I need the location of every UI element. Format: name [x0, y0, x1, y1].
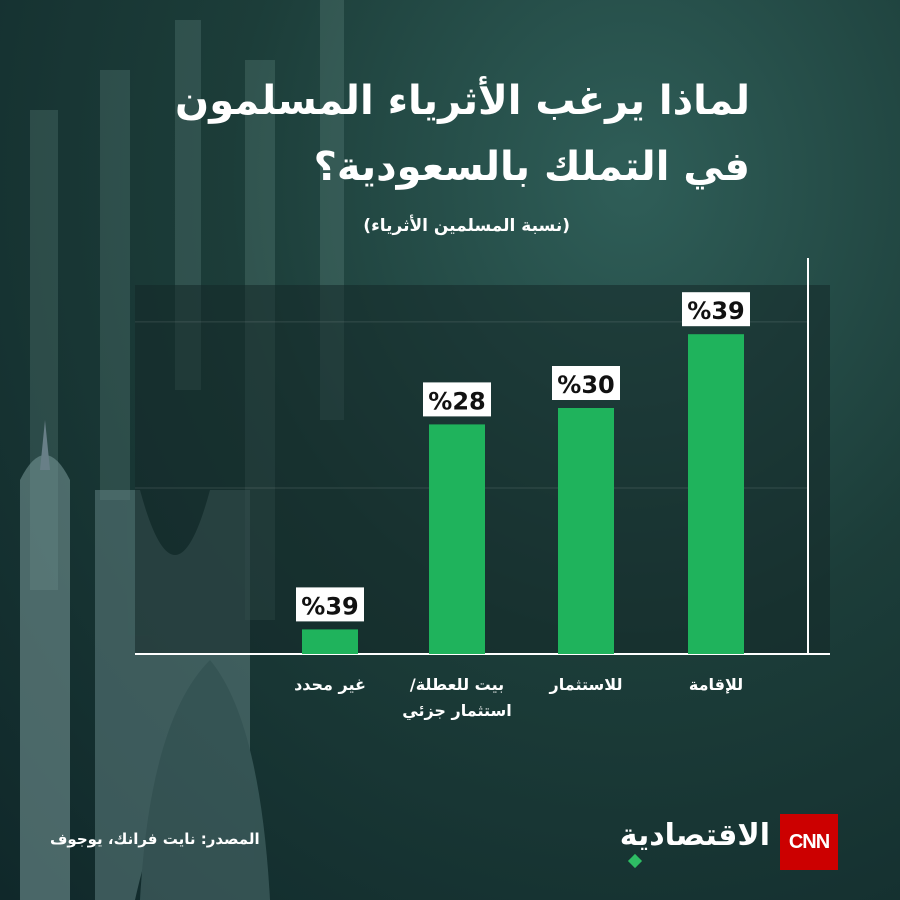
source-note: المصدر: نايت فرانك، يوجوف [50, 830, 260, 848]
cnn-logo: CNN [780, 814, 838, 870]
data-label-box [682, 292, 750, 327]
bar [429, 424, 485, 654]
title-line-1: لماذا يرغب الأثرياء المسلمون [175, 78, 750, 124]
chart-title: لماذا يرغب الأثرياء المسلمون في التملك ب… [50, 68, 750, 200]
data-label: %39 [687, 297, 744, 325]
bar [558, 408, 614, 654]
data-label-box [296, 587, 364, 622]
data-label-box [552, 366, 620, 400]
category-label: بيت للعطلة/ [410, 675, 504, 694]
data-label: %30 [557, 371, 614, 399]
title-line-2: في التملك بالسعودية؟ [313, 144, 750, 190]
category-label: للاستثمار [549, 675, 623, 694]
bar [302, 629, 358, 654]
cnn-iqtisadiya-logo: الاقتصادية CNN [619, 812, 840, 872]
category-label: للإقامة [689, 675, 743, 694]
category-label: استثمار جزئي [402, 701, 511, 721]
logo-dot-icon [627, 853, 643, 869]
data-label-box [423, 382, 491, 417]
data-label: %28 [428, 387, 485, 415]
logo-word: الاقتصادية [619, 818, 770, 853]
chart-subtitle: (نسبة المسلمين الأثرياء) [363, 216, 570, 236]
category-label: غير محدد [294, 675, 366, 694]
bar [688, 334, 744, 654]
data-label: %39 [301, 592, 358, 620]
